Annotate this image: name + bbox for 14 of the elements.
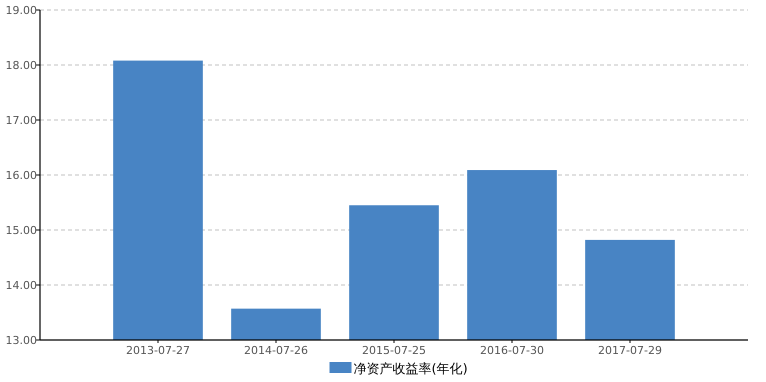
legend: 净资产收益率(年化): [330, 362, 468, 377]
y-tick-label: 19.00: [6, 4, 37, 17]
x-tick-label: 2017-07-29: [598, 344, 662, 357]
y-tick-label: 13.00: [6, 334, 37, 347]
y-tick-label: 15.00: [6, 224, 37, 237]
x-tick-label: 2016-07-30: [480, 344, 544, 357]
legend-label: 净资产收益率(年化): [354, 361, 468, 377]
x-tick-label: 2013-07-27: [126, 344, 190, 357]
y-tick-label: 14.00: [6, 279, 37, 292]
y-tick-label: 17.00: [6, 114, 37, 127]
y-tick-label: 18.00: [6, 59, 37, 72]
y-tick-label: 16.00: [6, 169, 37, 182]
x-tick-label: 2015-07-25: [362, 344, 426, 357]
x-tick-label: 2014-07-26: [244, 344, 308, 357]
